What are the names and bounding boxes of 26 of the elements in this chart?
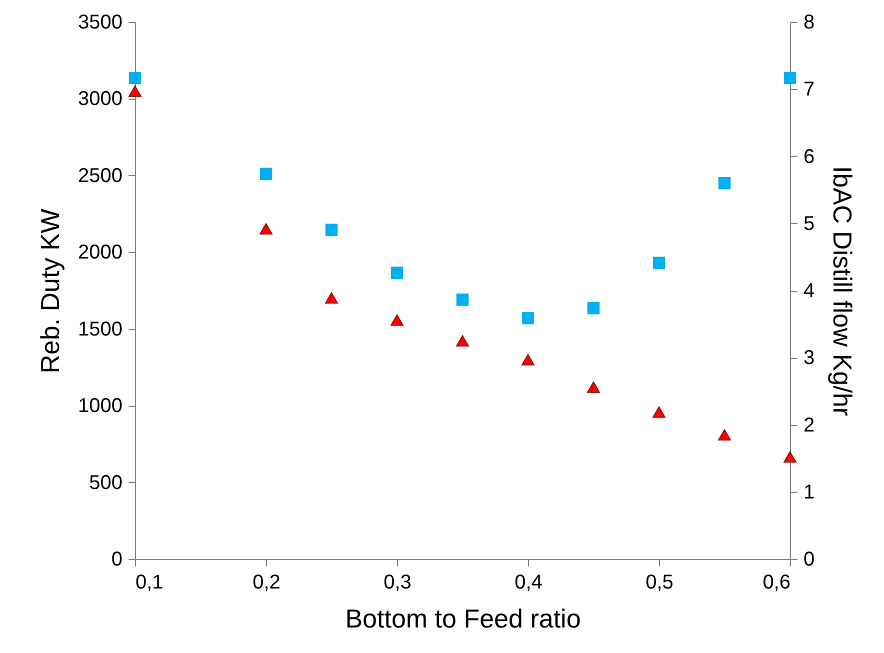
y2-tick-label: 3	[804, 347, 815, 370]
y-tick-label: 2000	[78, 242, 122, 264]
x-tick-label: 0,2	[252, 572, 280, 594]
y-tick-label: 2500	[78, 164, 122, 187]
y-axis-title: Reb. Duty KW	[35, 208, 66, 374]
y2-tick-label: 4	[804, 280, 815, 302]
x-tick-label: 0,6	[762, 572, 790, 594]
y2-axis-title: IbAC Distill flow Kg/hr	[828, 166, 858, 416]
y2-tick-label: 0	[804, 548, 815, 570]
y2-tick-label: 5	[804, 212, 815, 235]
y2-tick-label: 2	[804, 414, 815, 436]
y2-tick-label: 1	[804, 481, 815, 504]
x-tick-label: 0,4	[514, 572, 542, 594]
x-axis-title: Bottom to Feed ratio	[345, 604, 581, 634]
y-tick-label: 3500	[78, 12, 122, 34]
x-tick-label: 0,5	[646, 572, 674, 594]
y2-tick-label: 8	[804, 12, 815, 34]
x-tick-label: 0,3	[384, 572, 412, 594]
y-tick-label: 3000	[78, 88, 122, 110]
y-tick-label: 500	[89, 472, 122, 494]
y2-tick-label: 6	[804, 146, 815, 168]
y-tick-label: 1500	[78, 318, 122, 340]
y-tick-label: 1000	[78, 395, 122, 418]
y-tick-label: 0	[111, 548, 122, 570]
y2-tick-label: 7	[804, 78, 815, 101]
x-tick-label: 0,1	[136, 572, 164, 594]
